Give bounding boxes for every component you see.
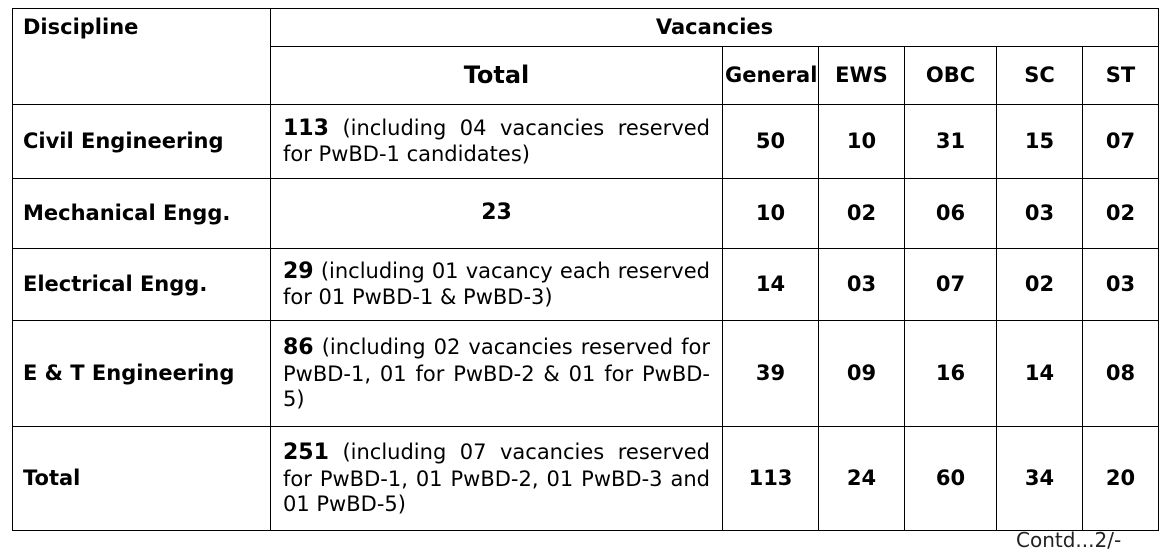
obc-cell: 60 [904, 426, 997, 531]
st-cell: 07 [1081, 104, 1160, 179]
vacancy-table: Discipline Vacancies Total General EWS O… [12, 8, 1160, 531]
table-row: Civil Engineering 113 (including 04 vaca… [12, 104, 1160, 179]
total-cell: 113 (including 04 vacancies reserved for… [270, 104, 723, 179]
continued-note: Contd...2/- [1016, 528, 1122, 552]
header-total: Total [270, 46, 723, 105]
general-cell: 50 [722, 104, 819, 179]
table-row: Mechanical Engg. 23 10 02 06 03 02 [12, 178, 1160, 249]
header-st: ST [1081, 46, 1160, 105]
discipline-cell: Electrical Engg. [12, 248, 271, 321]
header-row-1: Discipline Vacancies [12, 8, 1160, 105]
st-cell: 20 [1081, 426, 1160, 531]
general-cell: 39 [722, 320, 819, 427]
total-note: (including 07 vacancies reserved for PwB… [283, 440, 710, 516]
discipline-cell: Civil Engineering [12, 104, 271, 179]
general-cell: 14 [722, 248, 819, 321]
total-cell: 29 (including 01 vacancy each reserved f… [270, 248, 723, 321]
header-vacancies: Vacancies [269, 8, 1160, 47]
ews-cell: 09 [818, 320, 905, 427]
st-cell: 02 [1081, 178, 1160, 249]
header-discipline: Discipline [12, 8, 271, 105]
ews-cell: 03 [818, 248, 905, 321]
obc-cell: 31 [904, 104, 997, 179]
total-number: 23 [481, 200, 512, 226]
obc-cell: 16 [904, 320, 997, 427]
sc-cell: 34 [996, 426, 1083, 531]
sc-cell: 03 [996, 178, 1083, 249]
sc-cell: 14 [996, 320, 1083, 427]
total-note: (including 02 vacancies reserved for PwB… [283, 335, 710, 411]
ews-cell: 24 [818, 426, 905, 531]
header-ews: EWS [818, 46, 905, 105]
general-cell: 10 [722, 178, 819, 249]
header-obc: OBC [904, 46, 997, 105]
total-number: 113 [283, 115, 329, 141]
total-note: (including 04 vacancies reserved for PwB… [283, 115, 710, 167]
total-note: (including 01 vacancy each reserved for … [283, 258, 710, 310]
st-cell: 08 [1081, 320, 1160, 427]
sc-cell: 02 [996, 248, 1083, 321]
discipline-cell: Mechanical Engg. [12, 178, 271, 249]
general-cell: 113 [722, 426, 819, 531]
obc-cell: 06 [904, 178, 997, 249]
table-row: E & T Engineering 86 (including 02 vacan… [12, 320, 1160, 427]
discipline-cell: E & T Engineering [12, 320, 271, 427]
ews-cell: 02 [818, 178, 905, 249]
sc-cell: 15 [996, 104, 1083, 179]
table-row-total: Total 251 (including 07 vacancies reserv… [12, 426, 1160, 531]
obc-cell: 07 [904, 248, 997, 321]
st-cell: 03 [1081, 248, 1160, 321]
total-number: 251 [283, 440, 329, 466]
total-cell: 86 (including 02 vacancies reserved for … [270, 320, 723, 427]
total-number: 86 [283, 335, 314, 361]
total-cell: 251 (including 07 vacancies reserved for… [270, 426, 723, 531]
total-number: 29 [283, 258, 314, 284]
table-row: Electrical Engg. 29 (including 01 vacanc… [12, 248, 1160, 321]
ews-cell: 10 [818, 104, 905, 179]
total-cell: 23 [270, 178, 723, 249]
header-general: General [722, 46, 819, 105]
discipline-cell: Total [12, 426, 271, 531]
header-sc: SC [996, 46, 1083, 105]
